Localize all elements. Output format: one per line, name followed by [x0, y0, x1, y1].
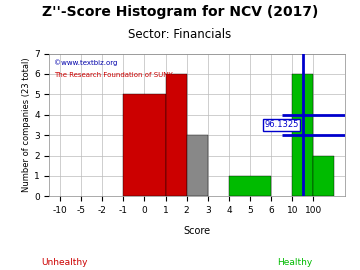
- Bar: [187, 135, 208, 196]
- Y-axis label: Number of companies (23 total): Number of companies (23 total): [22, 58, 31, 192]
- Text: Sector: Financials: Sector: Financials: [129, 28, 231, 41]
- X-axis label: Score: Score: [184, 226, 211, 236]
- Text: Healthy: Healthy: [278, 258, 313, 267]
- Bar: [292, 74, 313, 196]
- Bar: [166, 74, 187, 196]
- Text: 96.1325: 96.1325: [264, 120, 298, 129]
- Bar: [313, 156, 334, 196]
- Text: The Research Foundation of SUNY: The Research Foundation of SUNY: [54, 72, 172, 78]
- Text: Unhealthy: Unhealthy: [41, 258, 88, 267]
- Bar: [229, 176, 271, 196]
- Text: Z''-Score Histogram for NCV (2017): Z''-Score Histogram for NCV (2017): [42, 5, 318, 19]
- Text: ©www.textbiz.org: ©www.textbiz.org: [54, 60, 117, 66]
- Bar: [123, 94, 166, 196]
